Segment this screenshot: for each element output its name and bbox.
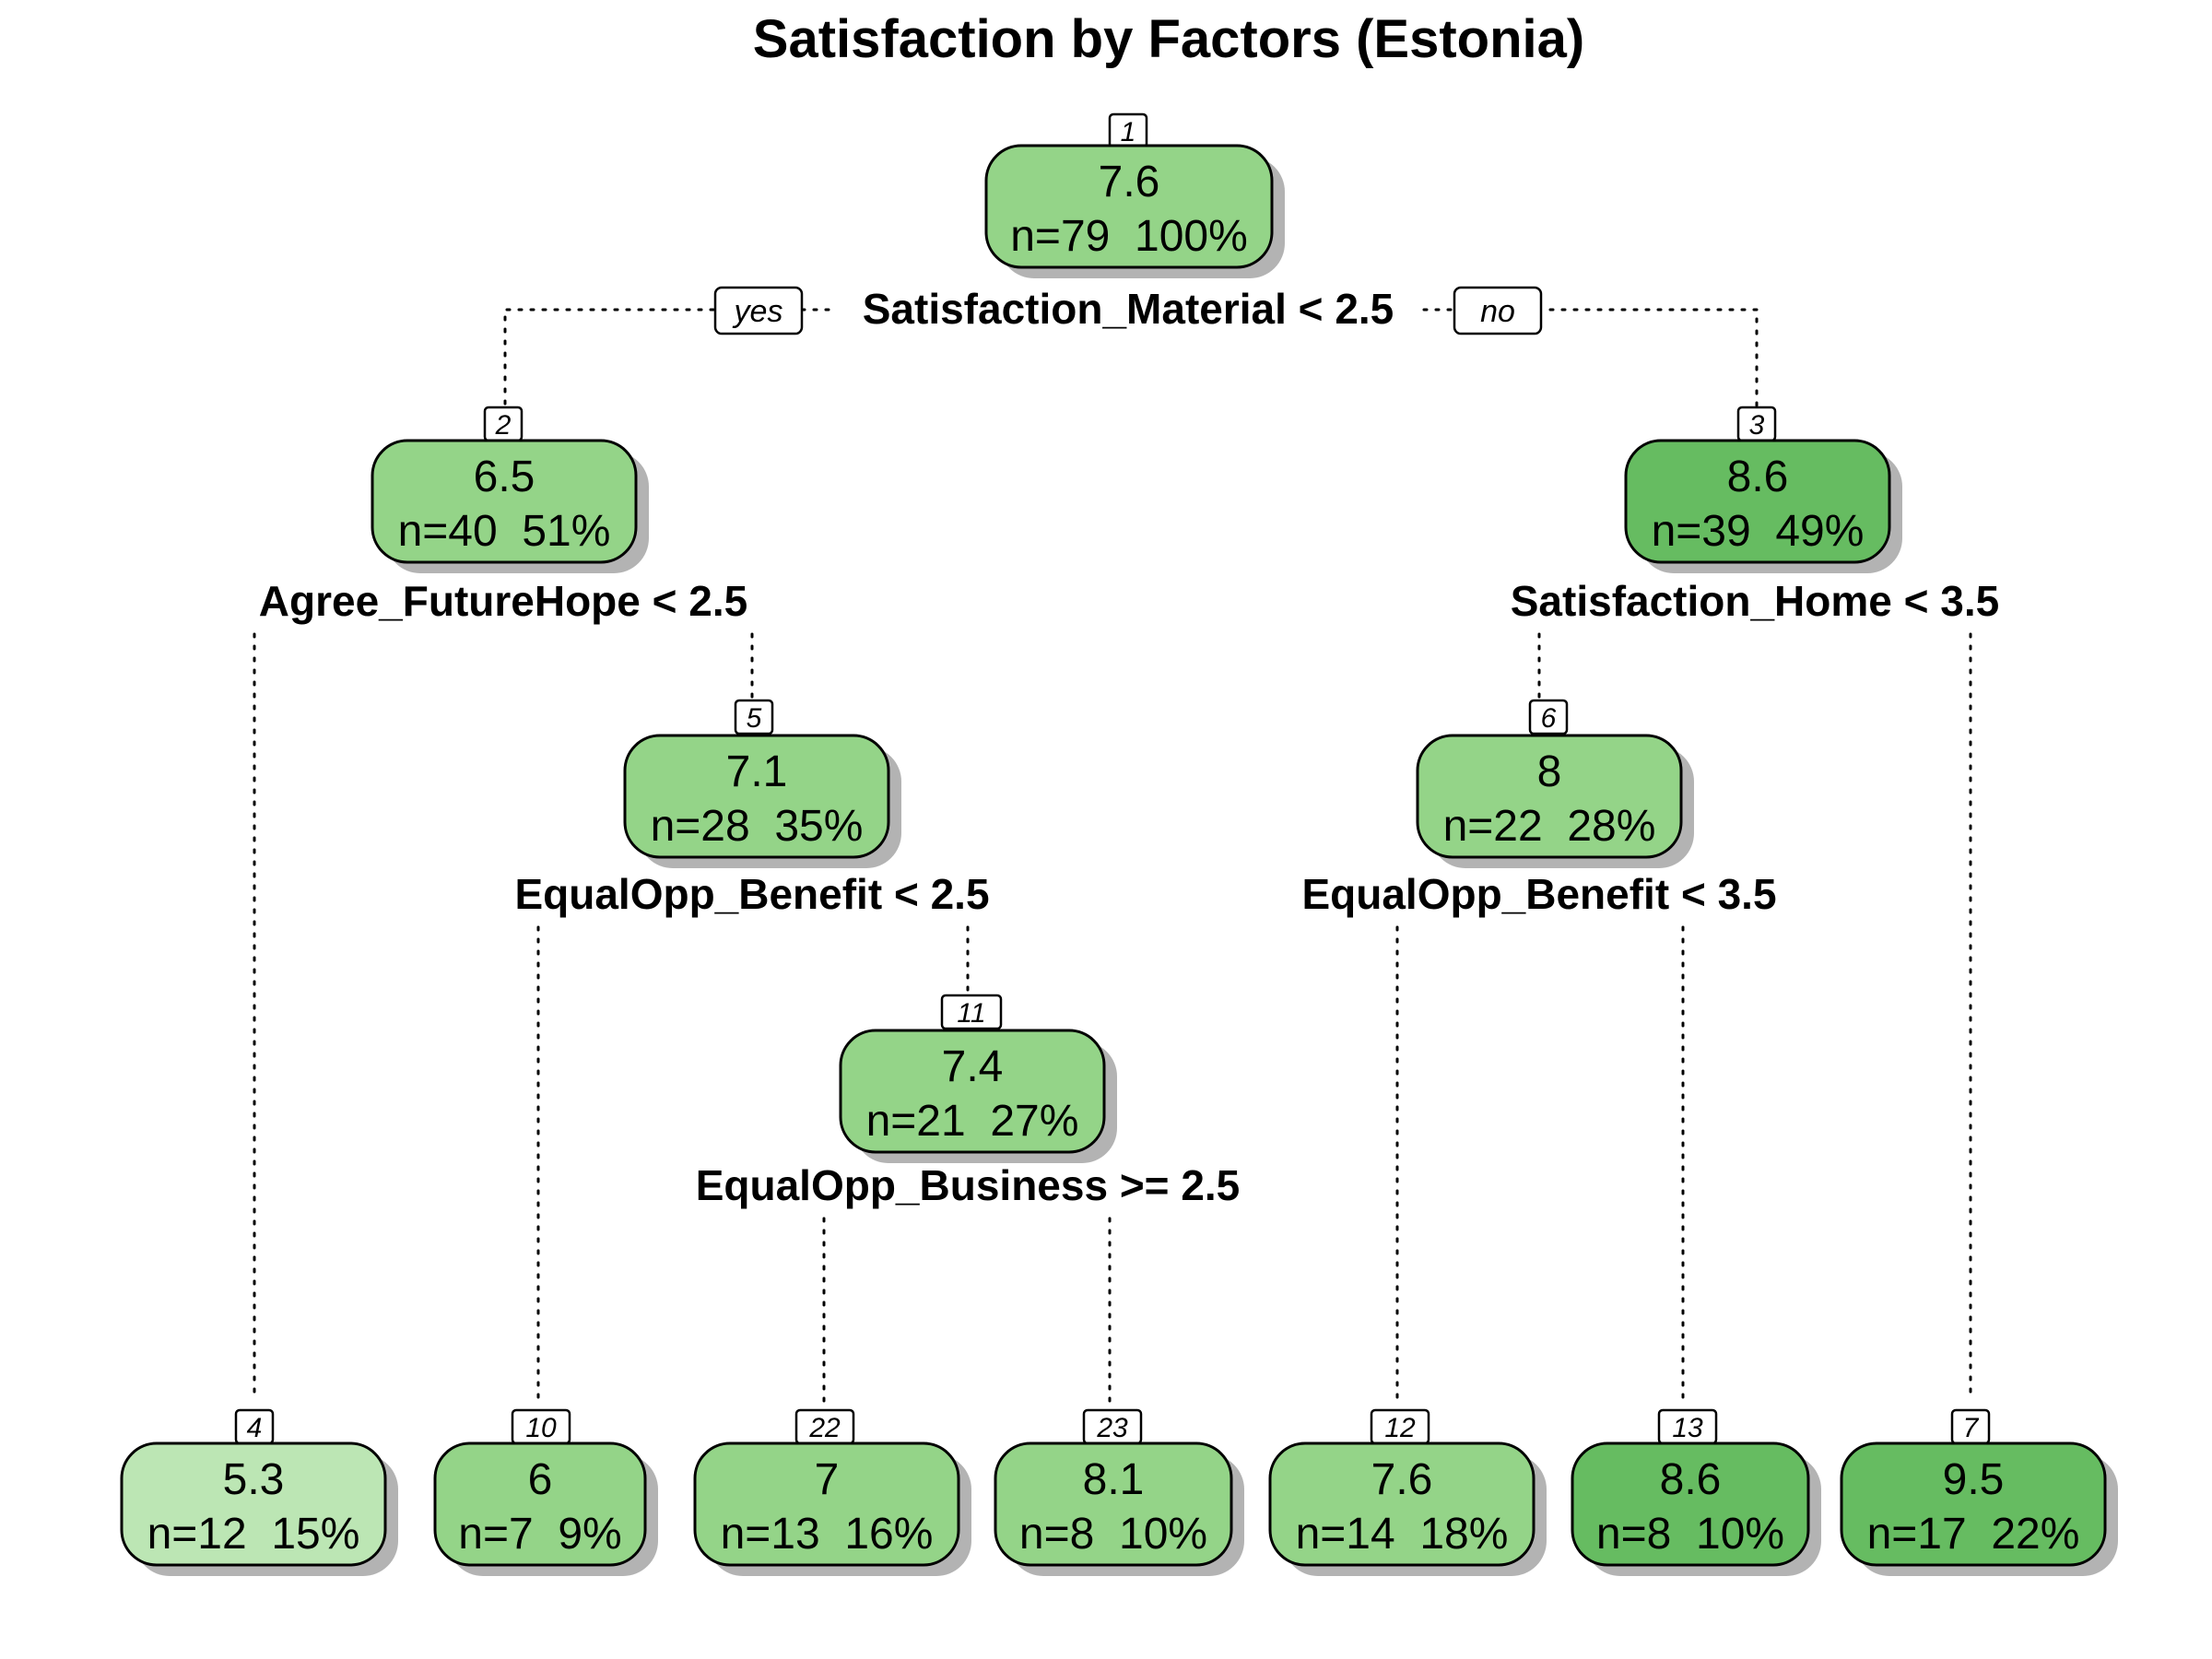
svg-text:n=8 10%: n=8 10% (1596, 1510, 1784, 1559)
tree-node-5: 5 7.1 n=28 35% (623, 699, 901, 868)
svg-text:8.6: 8.6 (1727, 453, 1789, 501)
svg-text:7: 7 (815, 1455, 840, 1504)
svg-text:7: 7 (1963, 1413, 1980, 1443)
svg-text:8: 8 (1537, 747, 1562, 796)
split-label-node-2: Agree_FutureHope < 2.5 (259, 577, 747, 625)
leaf-node-22: 22 7 n=13 16% (693, 1408, 971, 1576)
svg-text:11: 11 (957, 998, 985, 1029)
svg-text:n=40 51%: n=40 51% (398, 507, 611, 556)
yes-label: yes (713, 286, 804, 335)
svg-text:n=8 10%: n=8 10% (1019, 1510, 1207, 1559)
svg-text:6: 6 (528, 1455, 553, 1504)
svg-text:5.3: 5.3 (223, 1455, 285, 1504)
leaf-node-13: 13 8.6 n=8 10% (1571, 1408, 1821, 1576)
split-label-node-6: EqualOpp_Benefit < 3.5 (1301, 870, 1776, 918)
tree-node-6: 6 8 n=22 28% (1416, 699, 1694, 868)
tree-edges (253, 308, 1972, 1403)
svg-text:7.6: 7.6 (1371, 1455, 1433, 1504)
svg-text:23: 23 (1096, 1413, 1128, 1443)
svg-text:1: 1 (1121, 117, 1136, 147)
edge-1-3 (1548, 308, 1759, 407)
svg-text:8.6: 8.6 (1660, 1455, 1722, 1504)
svg-text:n=17 22%: n=17 22% (1867, 1510, 2080, 1559)
svg-text:13: 13 (1672, 1413, 1703, 1443)
svg-text:7.4: 7.4 (942, 1042, 1004, 1091)
tree-node-3: 3 8.6 n=39 49% (1624, 406, 1902, 573)
split-label-node-11: EqualOpp_Business >= 2.5 (696, 1161, 1241, 1209)
edge-1-2 (503, 308, 715, 407)
svg-text:n=22 28%: n=22 28% (1443, 802, 1656, 851)
leaf-node-4: 4 5.3 n=12 15% (120, 1408, 398, 1576)
leaf-node-23: 23 8.1 n=8 10% (994, 1408, 1244, 1576)
tree-node-1: 1 7.6 n=79 100% (984, 112, 1285, 278)
leaf-node-7: 7 9.5 n=17 22% (1840, 1408, 2118, 1576)
svg-text:n=7 9%: n=7 9% (458, 1510, 621, 1559)
svg-text:22: 22 (808, 1413, 841, 1443)
svg-text:6: 6 (1541, 703, 1557, 734)
svg-text:n=13 16%: n=13 16% (721, 1510, 934, 1559)
svg-text:4: 4 (247, 1413, 263, 1443)
chart-title: Satisfaction by Factors (Estonia) (753, 9, 1584, 69)
svg-text:no: no (1480, 294, 1515, 329)
svg-text:6.5: 6.5 (474, 453, 535, 501)
svg-text:3: 3 (1749, 410, 1765, 441)
svg-text:n=79 100%: n=79 100% (1010, 212, 1248, 261)
svg-text:n=21 27%: n=21 27% (866, 1097, 1079, 1146)
svg-text:7.6: 7.6 (1099, 158, 1160, 206)
svg-text:yes: yes (733, 294, 783, 329)
no-label: no (1453, 286, 1543, 335)
svg-text:n=39 49%: n=39 49% (1652, 507, 1865, 556)
tree-node-11: 11 7.4 n=21 27% (839, 994, 1117, 1163)
split-label-node-3: Satisfaction_Home < 3.5 (1511, 577, 1999, 625)
svg-text:10: 10 (525, 1413, 557, 1443)
split-label-node-5: EqualOpp_Benefit < 2.5 (514, 870, 989, 918)
svg-text:5: 5 (747, 703, 762, 734)
svg-text:n=28 35%: n=28 35% (651, 802, 864, 851)
leaf-node-12: 12 7.6 n=14 18% (1268, 1408, 1547, 1576)
svg-text:7.1: 7.1 (726, 747, 788, 796)
svg-text:2: 2 (495, 410, 512, 441)
leaf-node-10: 10 6 n=7 9% (433, 1408, 658, 1576)
tree-node-2: 2 6.5 n=40 51% (371, 406, 649, 573)
svg-text:8.1: 8.1 (1083, 1455, 1145, 1504)
svg-text:n=14 18%: n=14 18% (1296, 1510, 1509, 1559)
svg-text:n=12 15%: n=12 15% (147, 1510, 360, 1559)
svg-text:9.5: 9.5 (1943, 1455, 2005, 1504)
split-label-node-1: Satisfaction_Material < 2.5 (863, 285, 1394, 333)
svg-text:12: 12 (1384, 1413, 1416, 1443)
